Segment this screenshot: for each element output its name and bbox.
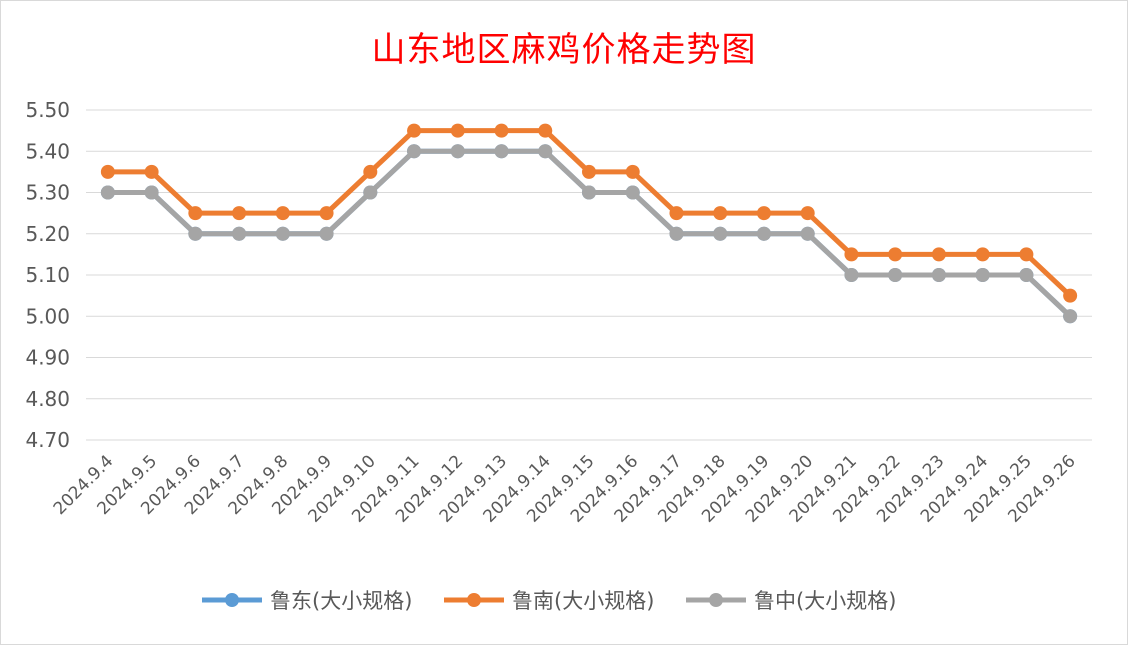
chart-title: 山东地区麻鸡价格走势图: [371, 30, 757, 70]
series-2-point: [494, 123, 509, 138]
y-tick-label: 5.50: [25, 98, 70, 122]
series-3-point: [844, 268, 859, 282]
series-3-point: [1019, 268, 1034, 282]
series-3-point: [232, 226, 247, 241]
series-2-point: [319, 206, 334, 221]
series-3-point: [975, 268, 990, 282]
series-group: [100, 123, 1078, 324]
series-3-point: [450, 144, 465, 159]
series-3-point: [756, 226, 771, 241]
series-3-point: [582, 185, 596, 200]
y-tick-label: 5.00: [25, 304, 70, 328]
legend-label-3: 鲁中(大小规格): [754, 589, 896, 613]
series-3-point: [625, 185, 640, 200]
series-3-point: [188, 226, 203, 241]
series-2-point: [232, 206, 247, 221]
series-2-point: [888, 247, 903, 262]
series-2-point: [844, 247, 859, 262]
y-tick-label: 5.10: [25, 263, 70, 287]
series-3-point: [931, 268, 946, 282]
series-2-point: [625, 164, 640, 179]
x-axis: 2024.9.42024.9.52024.9.62024.9.72024.9.8…: [50, 451, 1080, 526]
legend-label-2: 鲁南(大小规格): [512, 589, 654, 613]
legend-marker-2: [467, 593, 481, 607]
y-tick-label: 5.40: [25, 139, 70, 163]
legend: 鲁东(大小规格) 鲁南(大小规格) 鲁中(大小规格): [202, 589, 896, 613]
legend-marker-1: [225, 593, 239, 607]
series-2-point: [275, 206, 290, 221]
legend-label-1: 鲁东(大小规格): [270, 589, 412, 613]
series-line-2: [105, 128, 1073, 299]
y-tick-label: 4.70: [25, 428, 70, 452]
series-3-point: [669, 226, 684, 241]
series-3-point: [100, 185, 115, 200]
series-2-point: [538, 123, 553, 138]
legend-marker-3: [709, 593, 723, 607]
series-2-point: [1063, 288, 1078, 303]
series-3-point: [144, 185, 159, 200]
y-tick-label: 5.30: [25, 181, 70, 205]
y-tick-label: 4.80: [25, 387, 70, 411]
series-2-point: [188, 206, 203, 221]
series-2-point: [144, 164, 159, 179]
series-3-point: [407, 144, 422, 159]
series-2-point: [931, 247, 946, 262]
series-2-point: [407, 123, 422, 138]
series-2-point: [669, 206, 684, 221]
series-3-point: [319, 226, 334, 241]
series-3-point: [713, 226, 728, 241]
y-tick-label: 5.20: [25, 222, 70, 246]
series-3-point: [494, 144, 509, 159]
series-3-point: [800, 226, 815, 241]
series-2-point: [756, 206, 771, 221]
series-3-point: [363, 185, 378, 200]
series-3-point: [888, 268, 903, 282]
series-2-point: [363, 164, 378, 179]
series-2-point: [713, 206, 728, 221]
series-3-point: [275, 226, 290, 241]
series-2-point: [975, 247, 990, 262]
series-2-point: [1019, 247, 1034, 262]
series-2-point: [450, 123, 465, 138]
series-3-point: [1063, 309, 1078, 324]
series-2-point: [100, 164, 115, 179]
y-tick-label: 4.90: [25, 346, 70, 370]
series-2-point: [800, 206, 815, 221]
series-2-point: [582, 164, 596, 179]
series-3-point: [538, 144, 553, 159]
y-axis: 4.70 4.80 4.90 5.00 5.10 5.20 5.30 5.40 5.50: [25, 98, 70, 452]
